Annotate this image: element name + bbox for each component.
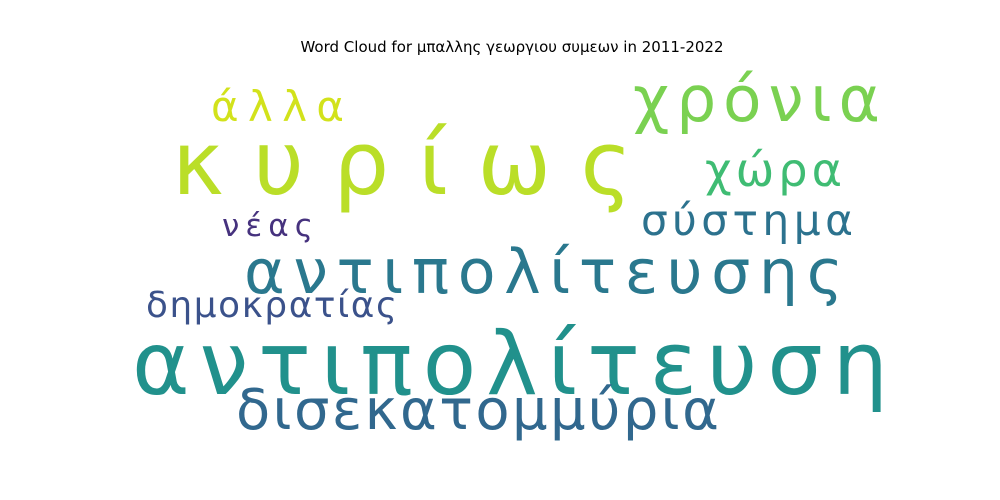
word-cloud-word: νέας: [222, 208, 313, 244]
word-cloud-word: δισεκατομμύρια: [236, 378, 719, 443]
word-cloud-word: δημοκρατίας: [146, 285, 397, 326]
chart-title: Word Cloud for μπαλλης γεωργιου συμεων i…: [300, 38, 723, 56]
word-cloud-word: χρόνια: [633, 63, 880, 136]
word-cloud-word: κυρίως: [172, 112, 632, 215]
word-cloud-word: χώρα: [705, 143, 842, 197]
word-cloud-words: κυρίωςαντιπολίτευσηαντιπολίτευσηςχρόνιαδ…: [132, 63, 888, 443]
word-cloud-word: σύστημα: [641, 196, 853, 245]
